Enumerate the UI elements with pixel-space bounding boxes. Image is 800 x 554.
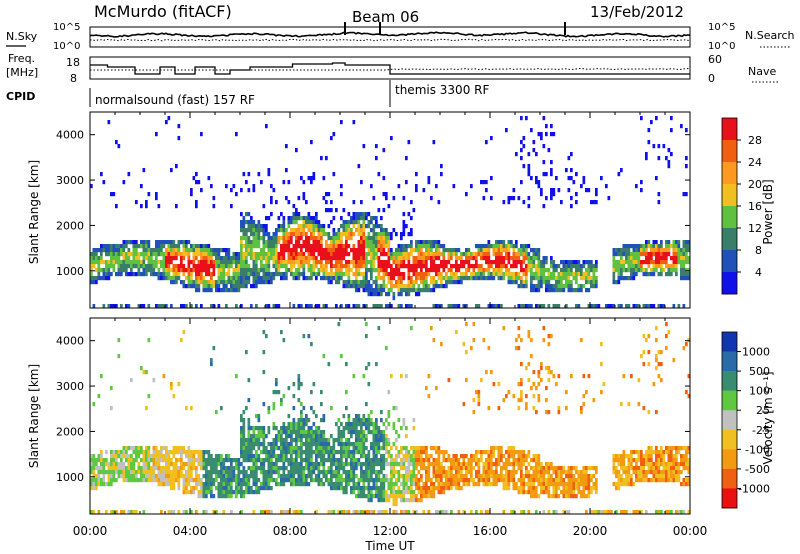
freq-tick-low: 8 <box>70 72 77 85</box>
colorbar-swatch <box>722 449 737 470</box>
colorbar-swatch <box>722 488 737 509</box>
colorbar-tick-label: 1000 <box>742 346 770 359</box>
time-tick-label: 04:00 <box>173 524 208 538</box>
freq-label-1: Freq. <box>8 52 35 65</box>
power-range-ticks: 1000 2000 3000 4000 <box>56 129 690 278</box>
noise-left-label: N.Sky <box>6 30 38 43</box>
noise-left-tick-low: 10^0 <box>53 41 80 52</box>
cpid-label: CPID <box>6 90 35 103</box>
range-tick-label: 4000 <box>56 335 84 348</box>
cpid-row: CPID normalsound (fast) 157 RF themis 33… <box>6 80 489 107</box>
colorbar-swatch <box>722 371 737 391</box>
time-tick-label: 20:00 <box>573 524 608 538</box>
noise-right-tick-high: 10^5 <box>708 22 735 33</box>
time-tick-label: 12:00 <box>373 524 408 538</box>
colorbar-tick-label: 100 <box>749 385 770 398</box>
colorbar-swatch <box>722 468 737 489</box>
power-panel: 1000 2000 3000 4000 Slant Range [km] <box>27 111 691 309</box>
colorbar-tick-label: 25 <box>756 404 770 417</box>
time-axis-labels: 00:00 04:00 08:00 12:00 16:00 20:00 00:00 <box>73 524 708 538</box>
frequency-line <box>90 62 690 75</box>
velocity-time-ticks <box>89 318 691 514</box>
noise-sky-line <box>89 31 691 38</box>
range-tick-label: 2000 <box>56 219 84 232</box>
velocity-y-axis-label: Slant Range [km] <box>27 364 41 468</box>
colorbar-tick-label: -25 <box>752 424 770 437</box>
noise-right-tick-low: 10^0 <box>708 41 735 52</box>
velocity-range-ticks: 1000 2000 3000 4000 <box>56 335 690 484</box>
range-tick-label: 4000 <box>56 129 84 142</box>
velocity-colorbar: 1000 500 100 25 -25 -100 -500 -1000 <box>721 331 770 509</box>
frequency-panel: Freq. [MHz] 18 8 60 0 Nave <box>6 52 778 85</box>
colorbar-swatch <box>722 351 737 372</box>
power-colorbar-label: Power [dB] <box>761 179 775 244</box>
colorbar-swatch <box>722 250 737 273</box>
colorbar-tick-label: 8 <box>755 244 762 257</box>
colorbar-swatch <box>722 410 737 431</box>
range-tick-label: 1000 <box>56 471 84 484</box>
time-axis-title: Time UT <box>364 539 415 553</box>
colorbar-swatch <box>722 272 737 295</box>
colorbar-swatch <box>722 162 737 185</box>
colorbar-swatch <box>722 390 737 411</box>
colorbar-tick-label: -100 <box>745 443 770 456</box>
power-y-axis-label: Slant Range [km] <box>27 160 41 264</box>
nave-tick-low: 0 <box>708 72 715 85</box>
nave-tick-high: 60 <box>708 53 722 66</box>
colorbar-swatch <box>722 332 737 352</box>
cpid-mode-2: themis 3300 RF <box>395 83 489 97</box>
colorbar-swatch <box>722 140 737 163</box>
colorbar-swatch <box>722 118 737 141</box>
noise-right-label: N.Search <box>745 29 795 42</box>
time-tick-label: 00:00 <box>73 524 108 538</box>
velocity-colorbar-label: Velocity [m s⁻¹] <box>761 371 775 464</box>
station-title: McMurdo (fitACF) <box>94 2 232 21</box>
colorbar-swatch <box>722 429 737 450</box>
nave-label: Nave <box>748 65 776 78</box>
colorbar-tick-label: 500 <box>749 365 770 378</box>
beam-title: Beam 06 <box>352 8 419 26</box>
colorbar-tick-label: -1000 <box>738 482 770 495</box>
colorbar-swatch <box>722 206 737 229</box>
range-tick-label: 3000 <box>56 174 84 187</box>
noise-spikes <box>344 22 566 35</box>
freq-label-2: [MHz] <box>6 66 38 79</box>
colorbar-tick-label: -500 <box>745 463 770 476</box>
colorbar-tick-label: 16 <box>748 200 762 213</box>
colorbar-tick-label: 20 <box>748 178 762 191</box>
colorbar-swatch <box>722 184 737 207</box>
velocity-heatmap-cells <box>90 322 691 515</box>
colorbar-tick-label: 28 <box>748 134 762 147</box>
power-heatmap-cells <box>90 116 691 309</box>
colorbar-tick-label: 4 <box>755 266 762 279</box>
noise-search-line <box>89 38 691 42</box>
velocity-panel: 1000 2000 3000 4000 Slant Range [km] <box>27 317 691 515</box>
nave-line <box>90 68 691 71</box>
colorbar-swatch <box>722 228 737 251</box>
date-title: 13/Feb/2012 <box>590 3 684 21</box>
range-tick-label: 2000 <box>56 425 84 438</box>
colorbar-tick-label: 24 <box>748 156 762 169</box>
power-colorbar: 4 8 12 16 20 24 28 <box>721 117 762 295</box>
power-time-ticks <box>89 112 691 308</box>
time-tick-label: 08:00 <box>273 524 308 538</box>
colorbar-tick-label: 12 <box>748 222 762 235</box>
range-tick-label: 3000 <box>56 380 84 393</box>
cpid-mode-1: normalsound (fast) 157 RF <box>95 93 255 107</box>
time-tick-label: 16:00 <box>473 524 508 538</box>
noise-left-tick-high: 10^5 <box>53 22 80 33</box>
range-tick-label: 1000 <box>56 265 84 278</box>
freq-tick-high: 18 <box>66 56 80 69</box>
noise-panel: N.Sky 10^5 10^0 10^5 10^0 N.Search <box>6 22 795 52</box>
time-tick-label: 00:00 <box>673 524 708 538</box>
